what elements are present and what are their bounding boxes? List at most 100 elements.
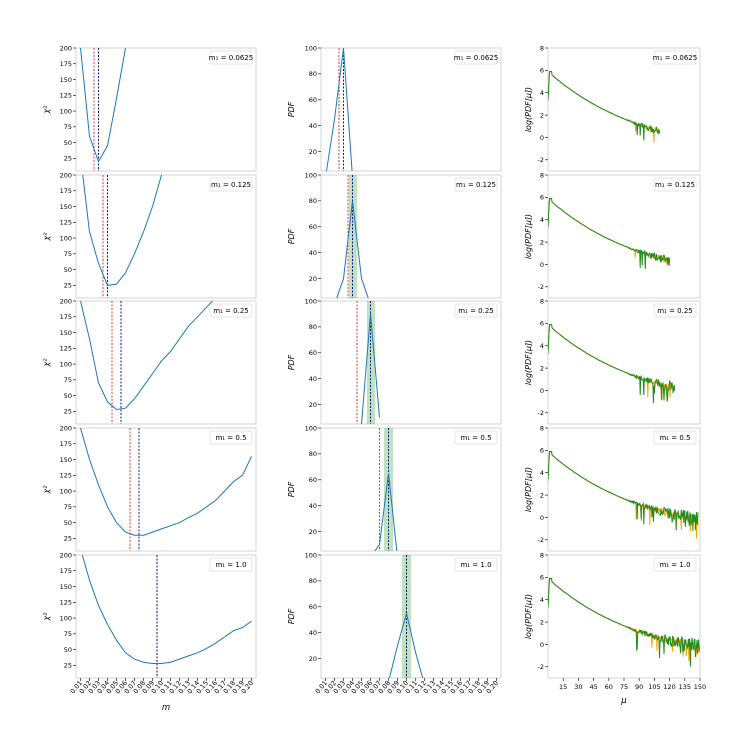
confidence-band (348, 175, 357, 298)
y-tick-label: 100 (60, 487, 72, 495)
y-tick-label: 150 (60, 583, 72, 591)
y-tick-label: 40 (309, 375, 317, 383)
plot-frame (547, 427, 701, 552)
y-tick-label: 2 (540, 111, 544, 119)
x-tick-label: 45 (589, 683, 597, 691)
subplot-r2-c1: 20 40 60 80 100 PDF m₁ = 0.25 (287, 297, 502, 425)
y-tick-label: 40 (309, 122, 317, 130)
y-tick-label: 4 (540, 89, 544, 97)
legend-box (653, 557, 697, 572)
chi2-curve (80, 48, 126, 163)
legend-box (454, 50, 498, 65)
legend-box (209, 177, 253, 192)
log-pdf-green-series (548, 451, 699, 531)
plot-frame (75, 174, 257, 299)
y-axis-label: log(PDF[μ]) (524, 214, 533, 259)
y-tick-label: 4 (540, 216, 544, 224)
plot-frame (547, 174, 701, 299)
y-tick-label: 40 (309, 629, 317, 637)
y-tick-label: 50 (64, 519, 72, 527)
y-tick-label: 50 (64, 139, 72, 147)
y-tick-label: 175 (60, 60, 72, 68)
y-tick-label: 125 (60, 472, 72, 480)
chi2-curve (80, 428, 252, 536)
y-tick-label: 75 (64, 630, 72, 638)
x-tick-label: 60 (605, 683, 613, 691)
x-axis-label: μ (620, 696, 627, 706)
y-tick-label: 75 (64, 376, 72, 384)
log-pdf-green-series (548, 324, 676, 404)
y-tick-label: 200 (60, 424, 72, 432)
y-tick-label: 6 (540, 320, 544, 328)
subplot-r0-c1: 20 40 60 80 100 PDF m₁ = 0.0625 (287, 44, 502, 172)
subplot-r3-c2: -2 0 2 4 6 8 log(PDF[μ]) m₁ = 0.5 (524, 424, 701, 552)
x-tick-label: 105 (648, 683, 660, 691)
y-tick-label: 100 (305, 551, 317, 559)
plot-frame (320, 554, 502, 679)
legend-box (209, 557, 253, 572)
y-axis-label: log(PDF[μ]) (524, 340, 533, 385)
pdf-curve (374, 473, 398, 551)
y-tick-label: 100 (60, 234, 72, 242)
y-tick-label: 125 (60, 92, 72, 100)
y-tick-label: 175 (60, 187, 72, 195)
subplot-r4-c0: 255075100125150175200χ²0.010.020.030.040… (42, 551, 257, 713)
y-axis-label: χ² (42, 232, 51, 242)
y-tick-label: 8 (540, 551, 544, 559)
legend-label: m₁ = 0.125 (211, 181, 251, 189)
y-tick-label: -2 (538, 156, 544, 164)
y-tick-label: 8 (540, 171, 544, 179)
y-axis-label: χ² (42, 358, 51, 368)
legend-label: m₁ = 0.0625 (209, 54, 253, 62)
y-tick-label: 25 (64, 282, 72, 290)
plot-frame (75, 47, 257, 172)
y-axis-label: PDF (287, 354, 296, 370)
y-tick-label: 20 (309, 655, 317, 663)
y-tick-label: 125 (60, 345, 72, 353)
y-tick-label: 175 (60, 440, 72, 448)
legend-label: m₁ = 0.125 (456, 181, 496, 189)
y-tick-label: 100 (60, 360, 72, 368)
y-tick-label: 20 (309, 528, 317, 536)
x-tick-label: 150 (694, 683, 706, 691)
legend-box (454, 177, 498, 192)
y-tick-label: 60 (309, 223, 317, 231)
plot-frame (547, 554, 701, 679)
plot-frame (320, 300, 502, 425)
y-tick-label: 4 (540, 342, 544, 350)
y-tick-label: -2 (538, 663, 544, 671)
y-tick-label: 150 (60, 456, 72, 464)
y-tick-label: 75 (64, 123, 72, 131)
y-tick-label: 20 (309, 401, 317, 409)
plot-frame (75, 427, 257, 552)
y-tick-label: 150 (60, 329, 72, 337)
y-tick-label: 25 (64, 662, 72, 670)
subplot-r3-c0: 25 50 75 100 125 150 175 200 χ² m₁ = 0.5 (42, 424, 257, 552)
y-tick-label: 150 (60, 203, 72, 211)
y-tick-label: 60 (309, 96, 317, 104)
y-tick-label: 6 (540, 447, 544, 455)
x-axis-label: m (162, 703, 170, 713)
legend-label: m₁ = 0.5 (460, 434, 491, 442)
legend-label: m₁ = 0.125 (655, 181, 695, 189)
legend-box (653, 177, 697, 192)
legend-box (454, 430, 498, 445)
y-tick-label: 0 (540, 261, 544, 269)
y-tick-label: 2 (540, 491, 544, 499)
legend-box (653, 50, 697, 65)
y-tick-label: 80 (309, 197, 317, 205)
plot-frame (75, 300, 257, 425)
legend-box (209, 303, 253, 318)
y-tick-label: 8 (540, 44, 544, 52)
y-tick-label: 80 (309, 450, 317, 458)
pdf-curve (360, 313, 380, 424)
y-tick-label: 100 (305, 171, 317, 179)
y-tick-label: 6 (540, 194, 544, 202)
y-axis-label: PDF (287, 228, 296, 244)
legend-box (454, 303, 498, 318)
plot-frame (320, 174, 502, 299)
y-tick-label: 20 (309, 148, 317, 156)
subplot-r1-c0: 25 50 75 100 125 150 175 200 χ² m₁ = 0.125 (42, 171, 257, 299)
plot-frame (547, 300, 701, 425)
